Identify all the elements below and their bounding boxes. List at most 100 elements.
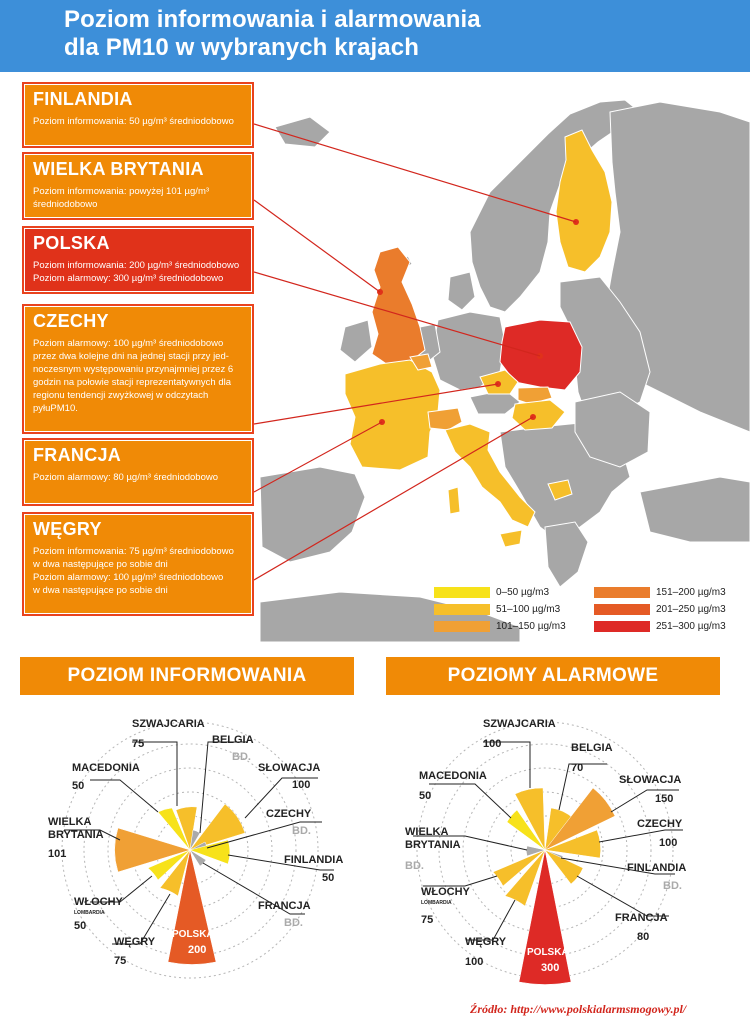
rose-chart-alarmowe: SZWAJCARIA 100 BELGIA 70 SŁOWACJA 150 CZ… (375, 700, 750, 1000)
wedge-wielka-brytania (114, 827, 191, 873)
country-line: noczesnym występowaniu przynajmniej prze… (33, 364, 234, 375)
section-title: POZIOMY ALARMOWE (447, 665, 659, 686)
legend-label: 0–50 µg/m3 (496, 587, 550, 598)
map-denmark (447, 271, 476, 311)
rose-value: 70 (571, 762, 584, 774)
rose-label: SŁOWACJA (258, 762, 321, 774)
rose-label: WŁOCHY (421, 886, 470, 898)
rose-value: 100 (483, 738, 502, 750)
map-greece (544, 521, 589, 588)
rose-label: FRANCJA (615, 912, 668, 924)
wedge-slowacja (189, 803, 246, 851)
country-line: Poziom informowania: powyżej 101 µg/m³ (33, 186, 210, 197)
legend-item: 251–300 µg/m3 (594, 621, 726, 632)
country-line: w dwa następujące po sobie dni (33, 585, 168, 596)
rose-value: 100 (465, 956, 484, 968)
country-line: godzin na połowie stacji reprezentatywny… (33, 377, 232, 388)
map-hungary (511, 399, 566, 431)
map-switzerland (427, 407, 463, 431)
wedge-polska (518, 849, 572, 985)
map-iberia (259, 466, 366, 563)
rose-svg-right (413, 721, 683, 985)
rose-value: 50 (72, 780, 85, 792)
europe-map: FINLANDIA Poziom informowania: 50 µg/m³ … (0, 72, 750, 642)
rose-value: 75 (421, 914, 434, 926)
country-name-gb: WIELKA BRYTANIA (33, 159, 204, 179)
rose-label: WĘGRY (465, 936, 507, 948)
rose-value: 100 (292, 779, 311, 791)
map-sardinia (447, 486, 461, 515)
country-name-czechia: CZECHY (33, 311, 109, 331)
rose-value: 50 (419, 790, 432, 802)
wedge-wlochy (147, 849, 191, 881)
section-banner-informowanie: POZIOM INFORMOWANIA (20, 657, 354, 695)
section-banner-alarmowe: POZIOMY ALARMOWE (386, 657, 720, 695)
rose-label: WIELKA BRYTANIA (405, 826, 461, 851)
map-turkey (639, 476, 750, 543)
legend-swatch (594, 587, 650, 598)
country-line: pyłuPM10. (33, 403, 78, 414)
wedge-polska (167, 849, 217, 965)
rose-label-polska: POLSKA (172, 929, 214, 940)
rose-value: 100 (659, 837, 678, 849)
rose-value: 50 (74, 920, 87, 932)
rose-value: 75 (132, 738, 145, 750)
map-finland (555, 129, 613, 273)
country-line: regionu tendencji zwyżkowej w odczytach (33, 390, 209, 401)
country-line: Poziom informowania: 50 µg/m³ średniodob… (33, 116, 234, 127)
map-romania (574, 391, 651, 468)
wedge-wlochy (492, 849, 546, 887)
rose-label: WIELKA BRYTANIA (48, 816, 104, 841)
rose-sublabel: LOMBARDIA (74, 910, 105, 916)
country-box-finland: FINLANDIA Poziom informowania: 50 µg/m³ … (22, 82, 254, 148)
map-iceland (274, 116, 331, 148)
leader-hungary (253, 416, 534, 581)
map-ireland (339, 319, 373, 363)
wedge-szwajcaria (514, 787, 546, 851)
section-title: POZIOM INFORMOWANIA (67, 665, 307, 686)
wedge-wegry (159, 849, 191, 897)
legend-swatch (594, 621, 650, 632)
country-box-hungary: WĘGRY Poziom informowania: 75 µg/m³ śred… (22, 512, 254, 616)
leader-czechia (253, 383, 499, 425)
map-great-britain (371, 246, 426, 366)
wedge-macedonia (506, 809, 546, 851)
legend-item: 151–200 µg/m3 (594, 587, 726, 598)
rose-value: 50 (322, 872, 335, 884)
country-box-gb: WIELKA BRYTANIA Poziom informowania: pow… (22, 152, 254, 220)
legend-label: 201–250 µg/m3 (656, 604, 726, 615)
legend-label: 251–300 µg/m3 (656, 621, 726, 632)
legend-swatch (434, 621, 490, 632)
wedge-slowacja (544, 787, 616, 851)
source-link[interactable]: Źródło: http://www.polskialarmsmogowy.pl… (470, 1002, 687, 1016)
country-line: średniodobowo (33, 199, 98, 210)
rose-value: 300 (541, 962, 560, 974)
rose-label: MACEDONIA (72, 762, 140, 774)
legend-label: 151–200 µg/m3 (656, 587, 726, 598)
rose-label: WĘGRY (114, 936, 156, 948)
legend-swatch (594, 604, 650, 615)
title-line-1: Poziom informowania i alarmowania (64, 6, 481, 33)
rose-value: BD. (292, 825, 311, 837)
header-banner: Poziom informowania i alarmowania dla PM… (0, 0, 750, 72)
country-name-hungary: WĘGRY (33, 519, 102, 539)
legend-label: 101–150 µg/m3 (496, 621, 566, 632)
leader-finland (253, 123, 577, 223)
wedge-czechy (544, 829, 601, 859)
rose-label: CZECHY (637, 818, 683, 830)
country-line: w dwa następujące po sobie dni (33, 559, 168, 570)
country-line: przez dwa kolejne dni na jednej stacji p… (33, 351, 229, 362)
legend-item: 101–150 µg/m3 (434, 621, 566, 632)
rose-value: BD. (405, 860, 424, 872)
country-box-czechia: CZECHY Poziom alarmowy: 100 µg/m³ średni… (22, 304, 254, 434)
legend-item: 0–50 µg/m3 (434, 587, 549, 598)
rose-chart-informowanie: SZWAJCARIA 75 BELGIA BD. SŁOWACJA 100 CZ… (0, 700, 375, 1000)
rose-label: BELGIA (571, 742, 613, 754)
rose-label: MACEDONIA (419, 770, 487, 782)
rose-label: SŁOWACJA (619, 774, 682, 786)
leader-france (253, 421, 383, 493)
legend-swatch (434, 587, 490, 598)
rose-value: 80 (637, 931, 650, 943)
country-line: Poziom informowania: 75 µg/m³ średniodob… (33, 546, 234, 557)
rose-value: BD. (663, 880, 682, 892)
